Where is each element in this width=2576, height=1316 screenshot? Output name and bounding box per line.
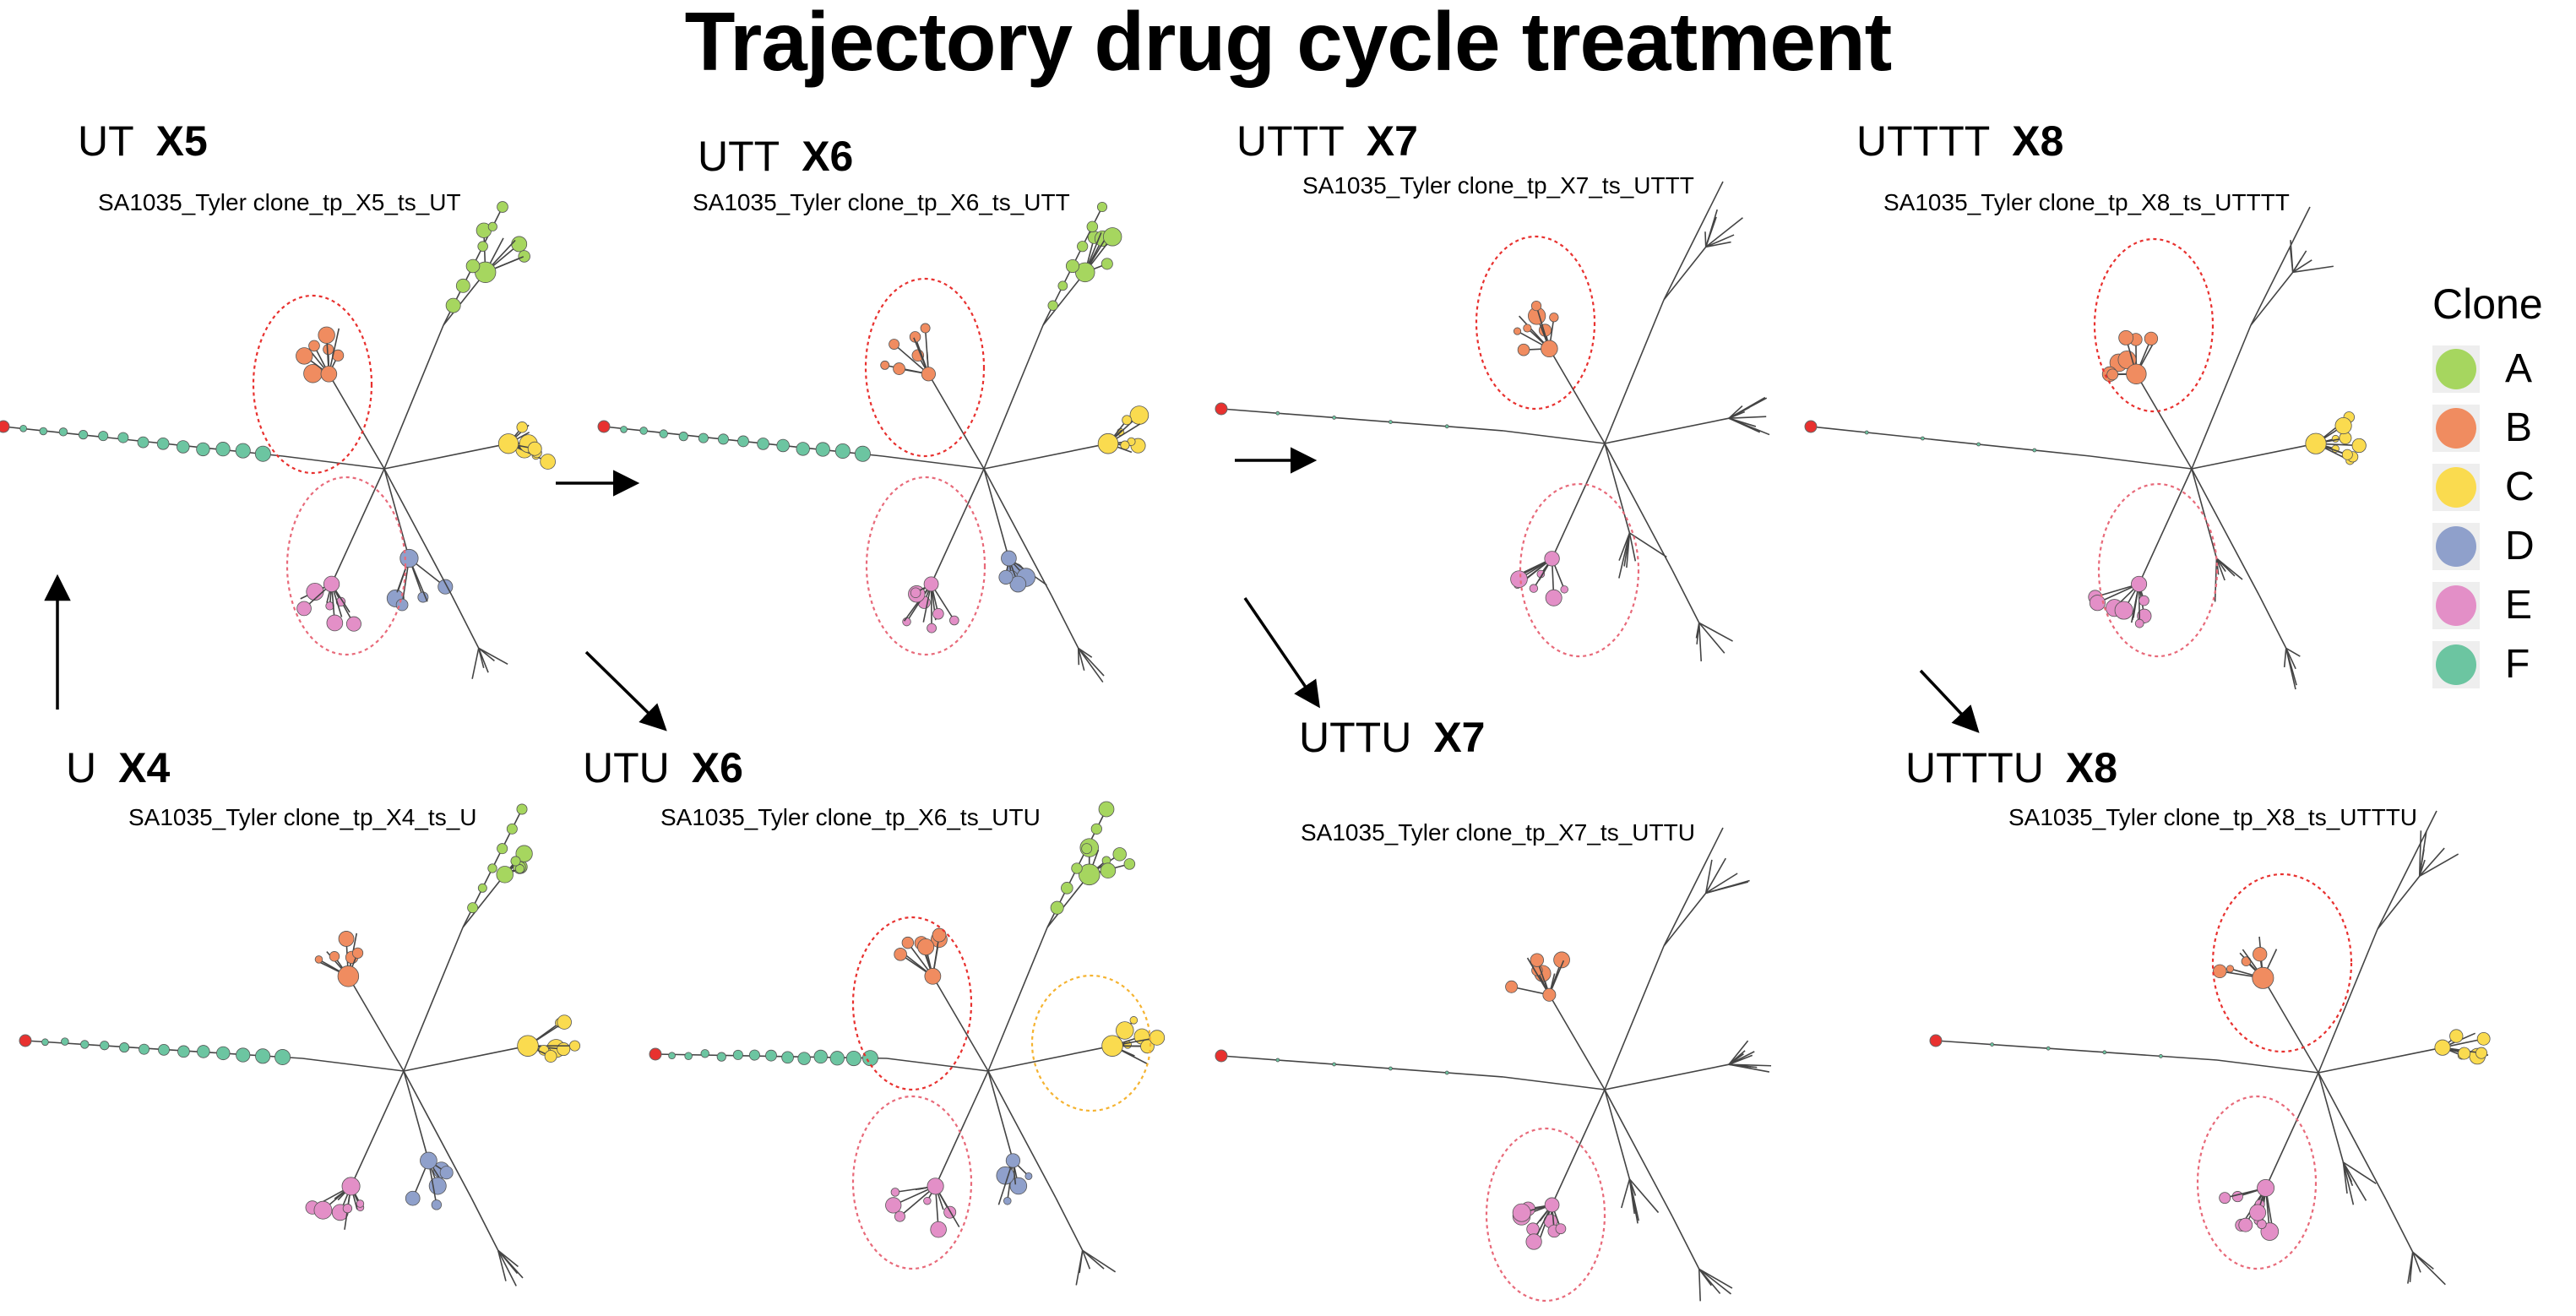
tree-UTTTT — [1804, 206, 2367, 690]
tree-UTTU — [1215, 827, 1772, 1302]
legend-swatch-B — [2436, 408, 2476, 449]
panel-label-UTTU: UTTU X7 — [1299, 714, 1486, 761]
panel-label-UTTTT: UTTTT X8 — [1856, 117, 2064, 165]
tree-UT — [0, 201, 556, 679]
tree-UTTT — [1215, 181, 1770, 661]
tree-UTTTU — [1929, 810, 2491, 1286]
panel-label-UTT: UTT X6 — [698, 133, 854, 180]
panel-label-U: U X4 — [66, 744, 171, 791]
panel-label-UTTTU: UTTTU X8 — [1905, 744, 2118, 791]
legend-swatch-A — [2436, 349, 2476, 389]
legend-swatch-D — [2436, 526, 2476, 567]
figure-title: Trajectory drug cycle treatment — [684, 0, 1893, 88]
legend-title: Clone — [2432, 280, 2543, 328]
tree-UTT — [597, 201, 1149, 683]
tree-title-UTTTT: SA1035_Tyler clone_tp_X8_ts_UTTTT — [1883, 189, 2290, 215]
tree-title-UTTT: SA1035_Tyler clone_tp_X7_ts_UTTT — [1302, 172, 1694, 198]
clone-legend: Clone A B C D E F — [2432, 279, 2543, 694]
tree-title-UTT: SA1035_Tyler clone_tp_X6_ts_UTT — [693, 189, 1070, 215]
panel-label-UTTT: UTTT X7 — [1236, 117, 1418, 165]
tree-title-UT: SA1035_Tyler clone_tp_X5_ts_UT — [98, 189, 461, 215]
arrow-UTTT-to-UTTTU — [1919, 669, 1980, 733]
legend-item-F: F — [2432, 635, 2543, 694]
legend-item-B: B — [2432, 399, 2543, 458]
legend-item-D: D — [2432, 517, 2543, 576]
legend-item-E: E — [2432, 576, 2543, 635]
arrow-UTT-to-UTTU — [1243, 597, 1320, 709]
legend-item-A: A — [2432, 340, 2543, 399]
legend-item-C: C — [2432, 458, 2543, 517]
tree-UTU — [649, 801, 1166, 1286]
arrow-UT-to-UTU — [584, 650, 667, 731]
panel-label-UTU: UTU X6 — [583, 744, 743, 791]
tree-title-UTU: SA1035_Tyler clone_tp_X6_ts_UTU — [660, 804, 1041, 830]
tree-title-UTTU: SA1035_Tyler clone_tp_X7_ts_UTTU — [1301, 819, 1695, 846]
tree-title-UTTTU: SA1035_Tyler clone_tp_X8_ts_UTTTU — [2008, 804, 2418, 830]
panel-label-UT: UT X5 — [78, 117, 208, 165]
tree-title-U: SA1035_Tyler clone_tp_X4_ts_U — [128, 804, 477, 830]
legend-swatch-E — [2436, 585, 2476, 626]
tree-U — [19, 803, 581, 1286]
legend-swatch-C — [2436, 467, 2476, 508]
legend-swatch-F — [2436, 644, 2476, 685]
